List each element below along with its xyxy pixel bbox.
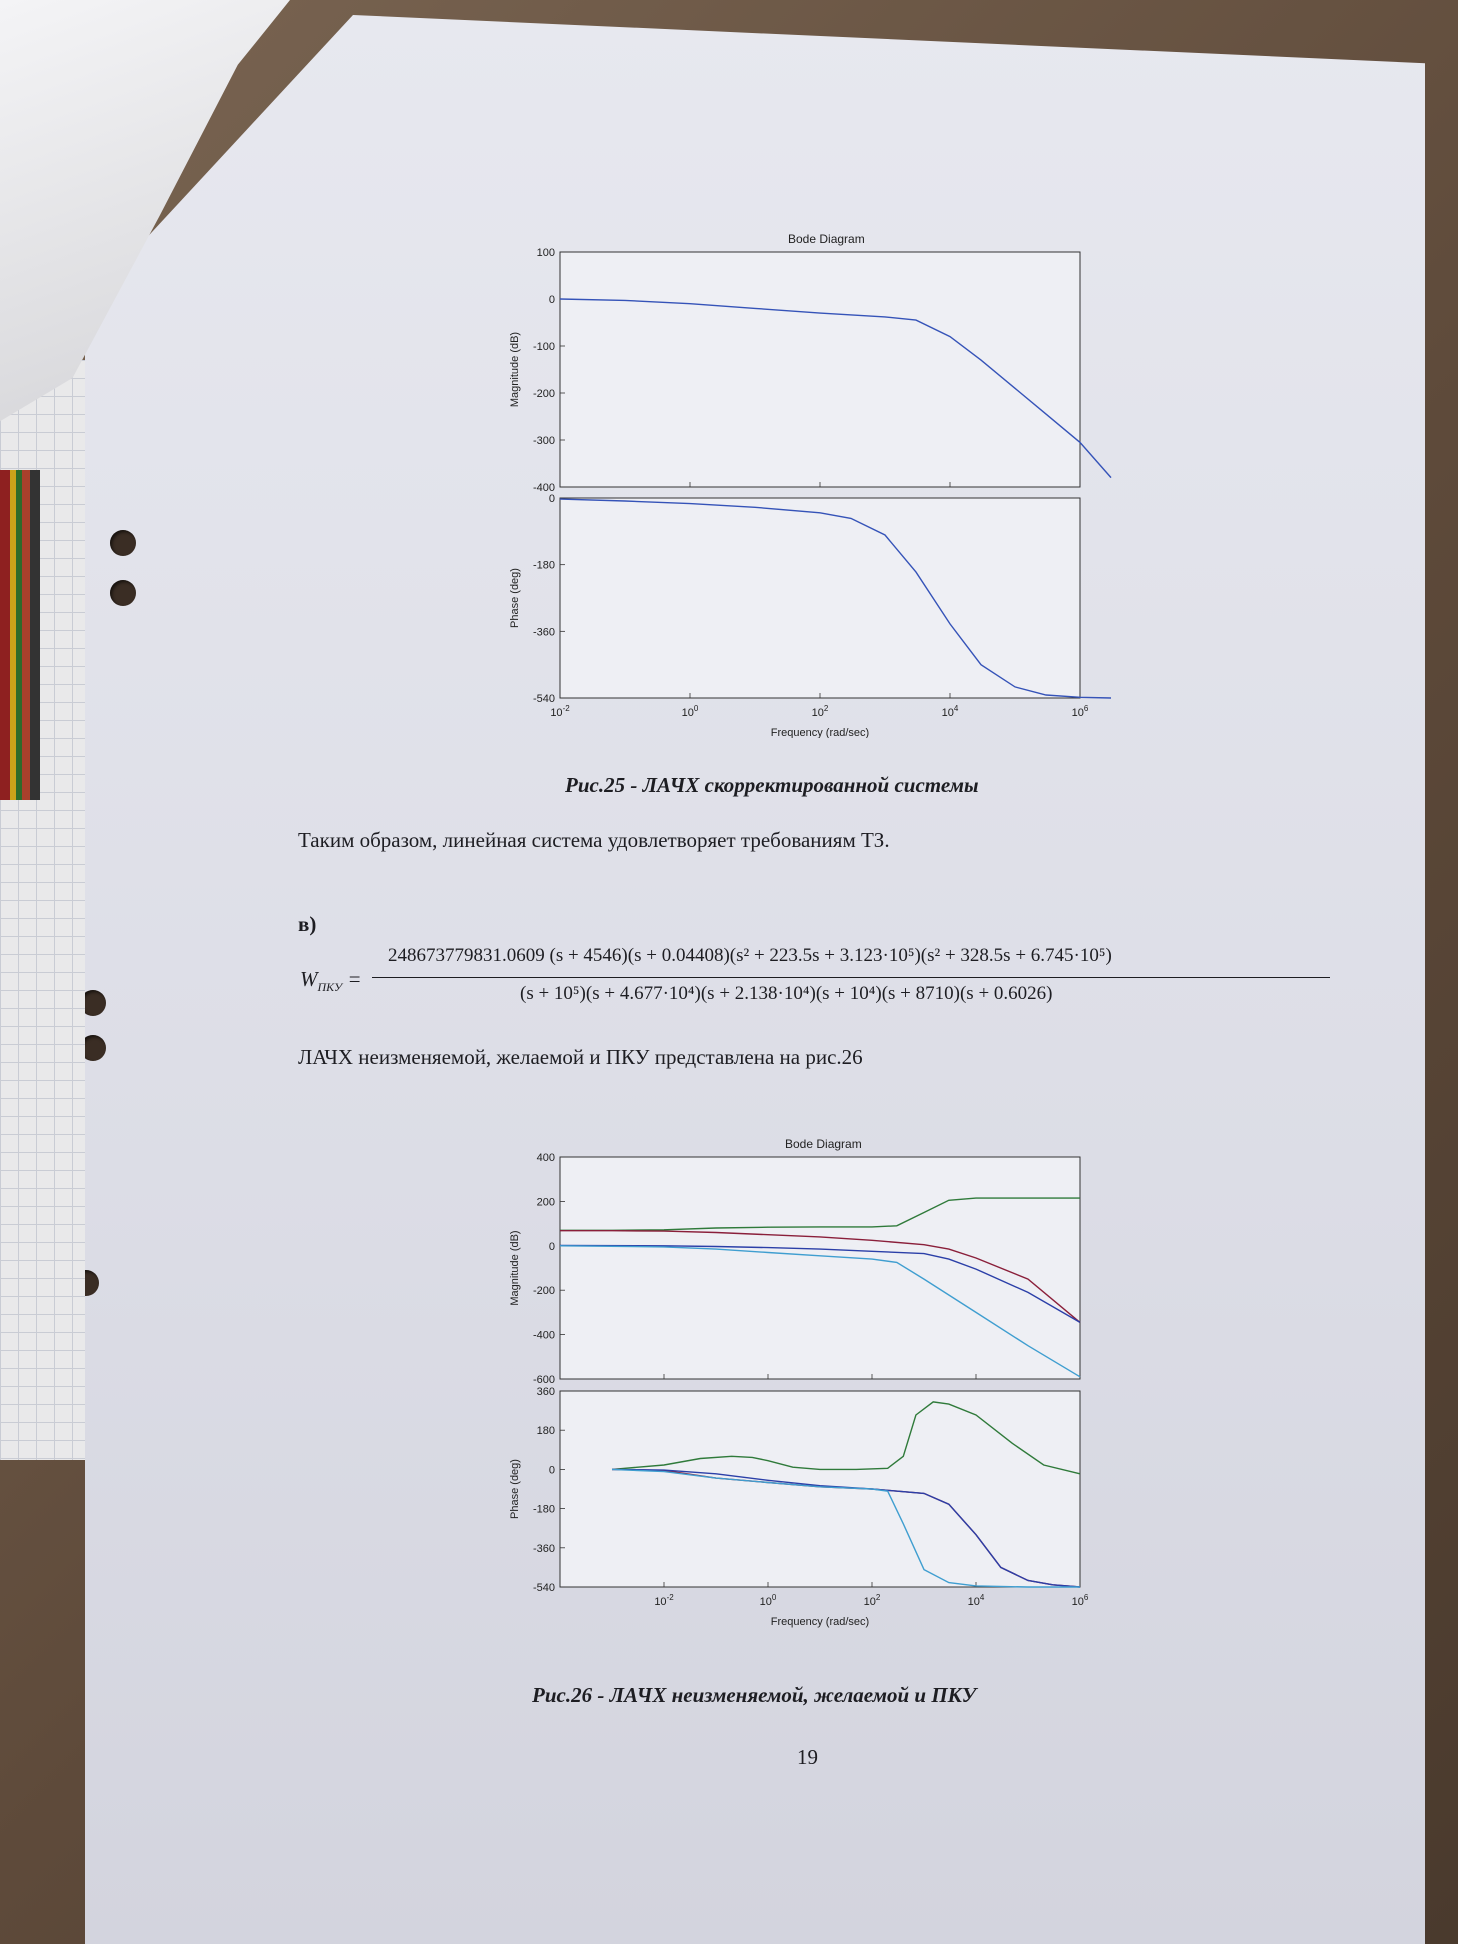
figure-26-bode-diagram: Bode Diagram 400 200 0 -200 -400 -600 Magnitud… — [480, 1133, 1120, 1643]
fig26-phase-series-3 — [611, 1468, 1081, 1588]
fig26-phase-ytick-label: -360 — [533, 1543, 555, 1555]
punch-hole — [110, 580, 136, 606]
fig26-magnitude-ytick-label: -400 — [533, 1330, 555, 1342]
figure-25-title: Bode Diagram — [788, 232, 865, 246]
fig26-magnitude-series-4 — [559, 1245, 1081, 1378]
fig25-phase-frame — [559, 497, 1081, 699]
punch-hole — [85, 1270, 99, 1296]
fig26-phase-ytick-label: 0 — [549, 1464, 555, 1476]
fig25-phase-ytick-label: -360 — [533, 626, 555, 638]
formula-fraction-bar — [372, 977, 1330, 978]
fig26-magnitude-series-1 — [560, 1197, 1080, 1232]
fig26-magnitude-frame — [559, 1156, 1081, 1380]
fig26-magnitude-ytick-label: 0 — [549, 1241, 555, 1253]
fig26-phase-ytick-label: -540 — [533, 1582, 555, 1594]
punch-hole — [110, 530, 136, 556]
fig25-phase-ytick-label: 0 — [549, 493, 555, 505]
fig25-magnitude-ytick-label: -300 — [533, 435, 555, 447]
fig25-magnitude-ytick-label: -200 — [533, 388, 555, 400]
fig25-phase-ytick-label: -180 — [533, 560, 555, 572]
paragraph-figure-reference: ЛАЧХ неизменяемой, желаемой и ПКУ предст… — [298, 1045, 863, 1069]
fig25-magnitude-frame — [559, 251, 1081, 488]
fig25-magnitude-series-1 — [559, 298, 1112, 479]
fig25-phase-xlabel: Frequency (rad/sec) — [771, 727, 869, 738]
page-number: 19 — [797, 1745, 818, 1769]
figure-25-plot: 100 0 -100 -200 -300 -400 Magnitude (dB) 0 -180 -… — [509, 247, 1112, 738]
formula-denominator: (s + 10⁵)(s + 4.677·10⁴)(s + 2.138·10⁴)(… — [520, 983, 1053, 1004]
fig26-phase-series-4 — [611, 1468, 1080, 1588]
fig26-magnitude-ytick-label: 400 — [537, 1152, 555, 1164]
formula-equals-sign: = — [347, 967, 362, 991]
binder-stack — [0, 470, 40, 800]
fig25-magnitude-ytick-label: 100 — [537, 247, 555, 259]
figure-25-caption: Рис.25 - ЛАЧХ скорректированной системы — [565, 773, 979, 797]
fig25-magnitude-ytick-label: -400 — [533, 482, 555, 494]
fig26-phase-ytick-label: 360 — [537, 1386, 555, 1398]
fig25-magnitude-ylabel: Magnitude (dB) — [509, 332, 521, 407]
fig25-phase-series-1 — [559, 498, 1112, 699]
fig26-phase-ytick-label: -180 — [533, 1504, 555, 1516]
figure-26-title: Bode Diagram — [785, 1137, 862, 1151]
fig25-phase-xtick-label: 10-2 — [550, 704, 570, 719]
fig26-phase-xtick-label: 10-2 — [654, 1593, 674, 1608]
figure-25-bode-diagram: Bode Diagram 100 0 -100 -200 -300 -400 Magnitu… — [480, 228, 1120, 738]
fig26-magnitude-series-3 — [559, 1244, 1081, 1324]
fig25-phase-xtick-label: 106 — [1072, 704, 1089, 719]
fig25-phase-ytick-label: -540 — [533, 693, 555, 705]
formula-lhs-subscript: ПКУ — [317, 980, 343, 995]
fig26-phase-ytick-label: 180 — [537, 1425, 555, 1437]
fig26-magnitude-series-2 — [560, 1229, 1081, 1323]
punch-hole — [85, 990, 106, 1016]
fig26-phase-xtick-label: 102 — [864, 1593, 881, 1608]
fig26-phase-series-1 — [611, 1401, 1081, 1475]
fig26-phase-xtick-label: 106 — [1072, 1593, 1089, 1608]
fig25-phase-xtick-label: 100 — [682, 704, 699, 719]
fig25-phase-xtick-label: 102 — [812, 704, 829, 719]
fig26-magnitude-ytick-label: 200 — [537, 1196, 555, 1208]
paragraph-conclusion: Таким образом, линейная система удовлетв… — [298, 828, 890, 852]
fig25-magnitude-ytick-label: -100 — [533, 341, 555, 353]
formula-numerator: 248673779831.0609 (s + 4546)(s + 0.04408… — [388, 945, 1112, 966]
formula-lhs-symbol: W — [300, 967, 318, 991]
fig26-magnitude-ylabel: Magnitude (dB) — [509, 1230, 521, 1305]
formula-lhs: WПКУ = — [300, 967, 361, 995]
figure-26-caption: Рис.26 - ЛАЧХ неизменяемой, желаемой и П… — [532, 1683, 977, 1707]
fig26-phase-ylabel: Phase (deg) — [509, 1459, 521, 1519]
fig26-phase-xtick-label: 104 — [968, 1593, 985, 1608]
figure-26-plot: 400 200 0 -200 -400 -600 Magnitude (dB) 360 180 0… — [509, 1152, 1089, 1628]
fig26-phase-xtick-label: 100 — [760, 1593, 777, 1608]
fig25-phase-xtick-label: 104 — [942, 704, 959, 719]
punch-hole — [85, 1035, 106, 1061]
fig25-phase-ylabel: Phase (deg) — [509, 568, 521, 628]
fig26-magnitude-ytick-label: -200 — [533, 1285, 555, 1297]
transfer-function-formula: WПКУ = 248673779831.0609 (s + 4546)(s + … — [300, 945, 1340, 1015]
section-label: в) — [298, 912, 317, 936]
fig26-phase-xlabel: Frequency (rad/sec) — [771, 1616, 869, 1628]
fig26-phase-frame — [559, 1390, 1081, 1588]
fig26-magnitude-ytick-label: -600 — [533, 1374, 555, 1386]
fig25-magnitude-ytick-label: 0 — [549, 294, 555, 306]
